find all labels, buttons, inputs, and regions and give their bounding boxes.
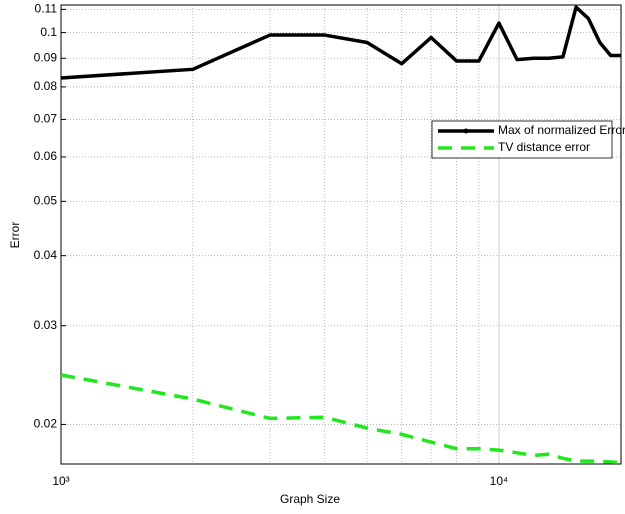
plot-frame: [60, 4, 622, 465]
y-tick-label: 0.04: [34, 248, 58, 262]
x-tick-label: 10³: [52, 474, 69, 488]
legend-label: Max of normalized Error: [498, 123, 625, 137]
y-tick-label: 0.1: [40, 25, 57, 39]
y-tick-label: 0.11: [35, 2, 58, 16]
plot-area: [61, 5, 621, 464]
y-tick-label: 0.06: [34, 149, 58, 163]
legend-label: TV distance error: [498, 140, 590, 154]
y-tick-label: 0.02: [34, 417, 58, 431]
series-line: [60, 373, 622, 465]
series-line: [60, 5, 621, 80]
y-tick-label: 0.08: [34, 79, 58, 93]
y-tick-label: 0.09: [34, 50, 58, 64]
y-axis-label: Error: [8, 222, 22, 249]
x-tick-label: 10⁴: [490, 474, 509, 488]
y-tick-label: 0.07: [34, 112, 58, 126]
y-tick-label: 0.05: [34, 194, 58, 208]
legend-marker: [463, 128, 469, 134]
legend-box: [431, 120, 613, 159]
x-axis-label: Graph Size: [280, 492, 340, 506]
y-tick-label: 0.03: [34, 318, 58, 332]
